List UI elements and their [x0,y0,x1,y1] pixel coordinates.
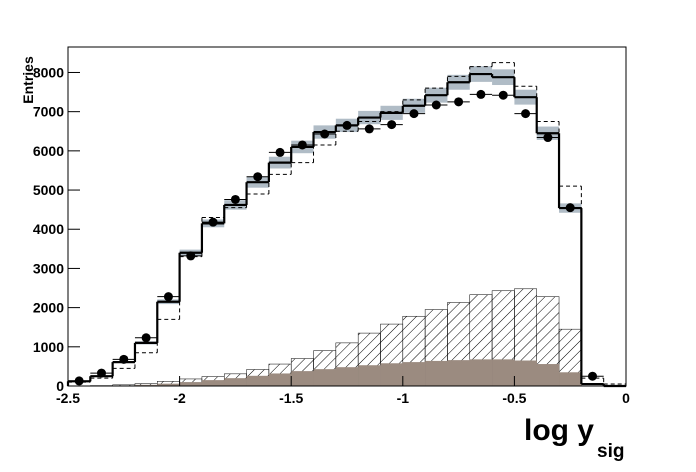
filled-bar [358,365,381,386]
data-point [476,89,486,99]
y-tick-label: 4000 [33,221,64,237]
y-tick-label: 1000 [33,339,64,355]
filled-bar [179,382,203,386]
x-tick-label: -1 [397,390,410,406]
x-axis-label-sub: sig [597,441,624,462]
data-point [141,333,151,343]
data-point [163,292,173,302]
data-point [454,97,464,107]
x-tick-label: 0 [622,390,630,406]
filled-bar [313,369,337,386]
data-point [74,376,84,386]
frame [67,46,627,387]
filled-bar [380,363,404,386]
data-point [543,133,553,143]
filled-bar [559,372,582,386]
filled-bar [425,360,448,386]
data-point [320,129,330,139]
data-point [565,203,575,213]
y-tick-label: 2000 [33,300,64,316]
filled-bar [447,360,471,386]
filled-bar [291,371,314,386]
data-point [96,368,106,378]
data-point [364,124,374,134]
x-tick-label: -1.5 [279,390,303,406]
y-tick-label: 0 [56,378,64,394]
data-point [275,147,285,157]
data-point [119,354,129,364]
filled-bar [268,373,292,386]
data-point [208,217,218,227]
x-axis-label: log y [524,414,594,447]
data-point [186,251,196,261]
data-point [253,172,263,182]
filled-bar [402,362,426,386]
filled-bar [335,367,359,386]
filled-bar [157,383,180,386]
filled-bar [514,360,538,386]
filled-bar [201,380,225,386]
data-point [230,194,240,204]
filled-bar [492,359,515,386]
y-tick-label: 5000 [33,182,64,198]
filled-bar [224,378,247,386]
y-tick-label: 8000 [33,64,64,80]
y-axis-label: Entries [20,56,36,104]
x-tick-label: -0.5 [502,390,526,406]
data-point [297,140,307,150]
data-point [387,120,397,130]
data-point [588,371,598,381]
data-point [521,109,531,119]
data-point [342,120,352,130]
data-point [498,90,508,100]
y-tick-label: 3000 [33,260,64,276]
x-tick-label: -2 [173,390,186,406]
x-tick-label: -2.5 [56,390,80,406]
filled-bar [469,359,493,386]
filled-bar [536,364,560,386]
filled-bar [246,375,270,386]
y-tick-label: 6000 [33,143,64,159]
data-point [409,109,419,119]
filled-bar [134,384,158,386]
y-tick-label: 7000 [33,104,64,120]
data-point [431,100,441,110]
